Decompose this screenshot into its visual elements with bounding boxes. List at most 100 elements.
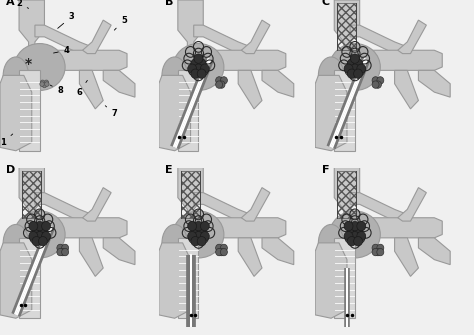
Circle shape: [62, 244, 69, 252]
Polygon shape: [241, 20, 270, 54]
Ellipse shape: [329, 44, 380, 90]
Circle shape: [29, 231, 38, 241]
Circle shape: [191, 69, 200, 78]
Circle shape: [344, 231, 353, 241]
Polygon shape: [334, 0, 360, 50]
Circle shape: [216, 244, 223, 252]
Circle shape: [57, 249, 64, 256]
Circle shape: [32, 226, 41, 236]
Circle shape: [344, 221, 353, 231]
Circle shape: [377, 244, 384, 252]
Circle shape: [35, 231, 44, 241]
Text: 8: 8: [50, 85, 63, 95]
Text: 1: 1: [0, 134, 13, 147]
Circle shape: [347, 69, 356, 78]
Circle shape: [42, 83, 46, 88]
Ellipse shape: [329, 211, 380, 258]
Polygon shape: [80, 238, 103, 276]
Text: *: *: [25, 57, 32, 71]
Polygon shape: [19, 70, 40, 151]
Polygon shape: [238, 70, 262, 109]
Circle shape: [357, 64, 366, 73]
Polygon shape: [82, 20, 111, 54]
Polygon shape: [55, 218, 127, 238]
Polygon shape: [334, 238, 355, 318]
Circle shape: [201, 231, 210, 241]
Circle shape: [40, 80, 45, 85]
Circle shape: [194, 221, 203, 231]
Circle shape: [188, 221, 197, 231]
Circle shape: [354, 226, 363, 236]
Circle shape: [377, 77, 384, 84]
Polygon shape: [194, 25, 251, 59]
Polygon shape: [80, 70, 103, 109]
Circle shape: [350, 54, 359, 63]
Polygon shape: [35, 25, 92, 59]
Polygon shape: [262, 70, 294, 97]
Circle shape: [372, 244, 379, 252]
Circle shape: [194, 231, 203, 241]
Circle shape: [372, 249, 379, 256]
Circle shape: [220, 244, 228, 252]
Polygon shape: [214, 218, 286, 238]
Polygon shape: [238, 238, 262, 276]
Polygon shape: [19, 0, 45, 50]
Text: C: C: [321, 0, 330, 7]
Ellipse shape: [3, 224, 28, 261]
Polygon shape: [35, 193, 92, 226]
Polygon shape: [315, 75, 347, 151]
Circle shape: [347, 226, 356, 236]
Circle shape: [220, 77, 228, 84]
Polygon shape: [398, 188, 427, 221]
Text: 4: 4: [54, 46, 70, 55]
Polygon shape: [214, 50, 286, 70]
Circle shape: [59, 249, 66, 256]
Polygon shape: [371, 50, 442, 70]
Circle shape: [354, 237, 363, 246]
Circle shape: [188, 64, 197, 73]
Circle shape: [201, 221, 210, 231]
Circle shape: [57, 244, 64, 252]
Text: 6: 6: [76, 80, 87, 96]
Ellipse shape: [3, 57, 28, 94]
Circle shape: [220, 249, 228, 256]
Circle shape: [32, 237, 41, 246]
Polygon shape: [19, 168, 45, 218]
Circle shape: [42, 231, 51, 241]
Text: 2: 2: [16, 0, 28, 8]
Text: E: E: [165, 164, 173, 175]
Text: F: F: [321, 164, 329, 175]
Circle shape: [62, 249, 69, 256]
Circle shape: [354, 69, 363, 78]
Text: D: D: [6, 164, 16, 175]
Text: A: A: [6, 0, 15, 7]
Circle shape: [372, 81, 379, 88]
Polygon shape: [334, 70, 355, 151]
Polygon shape: [398, 20, 427, 54]
Circle shape: [347, 237, 356, 246]
Circle shape: [38, 237, 47, 246]
Circle shape: [350, 64, 359, 73]
Circle shape: [347, 59, 356, 68]
Polygon shape: [350, 25, 407, 59]
Polygon shape: [178, 238, 199, 318]
Polygon shape: [334, 168, 360, 218]
Text: 3: 3: [58, 12, 74, 28]
Polygon shape: [19, 238, 40, 318]
Polygon shape: [0, 75, 32, 151]
Polygon shape: [394, 70, 419, 109]
Circle shape: [216, 77, 223, 84]
Circle shape: [201, 64, 210, 73]
Text: 7: 7: [105, 106, 117, 118]
Circle shape: [218, 249, 225, 256]
Circle shape: [197, 237, 206, 246]
Polygon shape: [178, 70, 199, 151]
Circle shape: [35, 221, 44, 231]
Circle shape: [40, 82, 44, 86]
Circle shape: [197, 59, 206, 68]
Circle shape: [350, 221, 359, 231]
Circle shape: [191, 237, 200, 246]
Ellipse shape: [319, 57, 344, 94]
Circle shape: [194, 64, 203, 73]
Ellipse shape: [14, 44, 65, 90]
